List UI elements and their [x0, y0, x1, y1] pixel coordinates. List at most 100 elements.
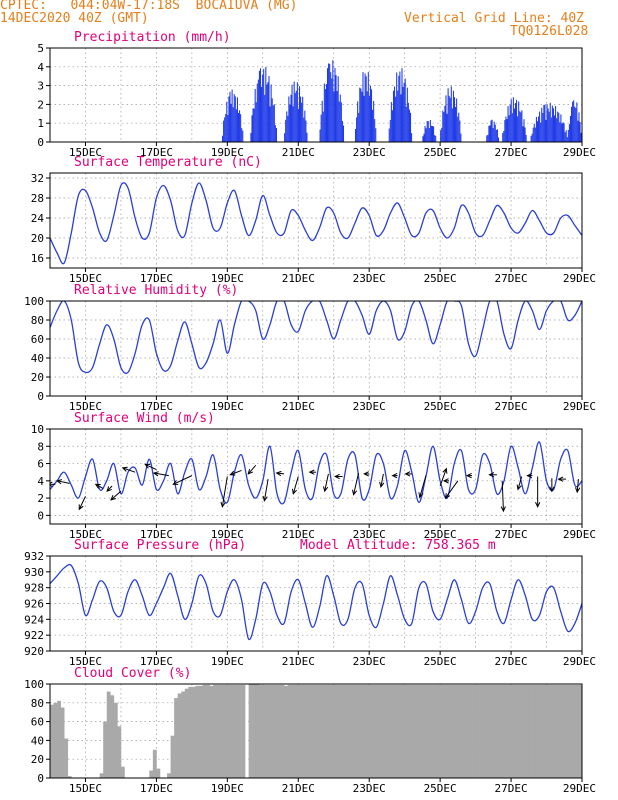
- precip-bar: [323, 83, 325, 142]
- wind-arrow-head: [535, 502, 541, 508]
- precip-bar: [362, 72, 364, 142]
- precip-bar: [563, 123, 565, 142]
- cloud-bar: [326, 684, 331, 778]
- wind-arrow-shaft: [292, 476, 299, 494]
- cloud-bar: [472, 684, 476, 778]
- precip-bar: [487, 134, 489, 142]
- x-tick-label: 27DEC: [495, 272, 528, 285]
- y-tick-label: 60: [31, 333, 44, 346]
- cloud-bar: [167, 773, 171, 778]
- cloud-bar: [255, 684, 260, 778]
- precip-bar: [440, 130, 442, 142]
- precip-bar: [293, 81, 295, 142]
- cloud-bar: [241, 684, 246, 778]
- precip-bar: [355, 129, 357, 142]
- precip-bar: [550, 117, 552, 142]
- wind-arrow: [442, 478, 449, 484]
- cloud-bar: [418, 684, 423, 778]
- x-tick-label: 17DEC: [140, 146, 173, 159]
- precip-bar: [360, 88, 362, 142]
- precip-bar: [321, 100, 323, 142]
- precip-bar: [230, 103, 232, 142]
- precip-bar: [504, 120, 506, 142]
- wind-arrow: [535, 476, 541, 508]
- cloud-bar: [174, 698, 178, 778]
- precip-bar: [239, 110, 241, 142]
- precip-bar: [535, 116, 537, 142]
- precip-bar: [540, 122, 542, 142]
- temperature-series-line: [50, 182, 582, 265]
- precip-bar: [229, 91, 231, 142]
- wind-arrow: [391, 473, 398, 479]
- cloud-bar: [489, 684, 494, 778]
- wind-arrow-shaft: [230, 469, 242, 476]
- cloud-bar: [422, 684, 427, 778]
- precip-bar: [404, 78, 406, 142]
- y-tick-label: 40: [31, 734, 44, 747]
- temperature-frame: [49, 172, 583, 269]
- wind-arrow: [106, 485, 113, 493]
- precip-bar: [326, 68, 329, 142]
- wind-arrow-head: [94, 483, 101, 489]
- precip-bar: [240, 114, 242, 142]
- cloud-bar: [213, 684, 217, 778]
- wind-data: [50, 441, 582, 513]
- precip-bar: [365, 76, 367, 142]
- wind-arrow: [549, 478, 555, 493]
- precip-bar: [409, 112, 412, 142]
- wind-arrow: [275, 470, 285, 477]
- y-tick-label: 80: [31, 697, 44, 710]
- precip-bar: [557, 111, 559, 142]
- precip-bar: [268, 76, 270, 142]
- cloud-bar: [206, 684, 210, 778]
- precip-bar: [514, 103, 517, 142]
- wind-arrow-shaft: [353, 472, 360, 495]
- cloud-data: [50, 684, 582, 778]
- y-tick-label: 20: [31, 371, 44, 384]
- precip-bar: [443, 111, 445, 142]
- precip-bar: [337, 76, 339, 142]
- precip-bar: [272, 105, 274, 142]
- precip-bar: [488, 125, 490, 142]
- cloud-bar: [521, 684, 526, 778]
- cloud-bar: [188, 686, 193, 778]
- precip-bar: [334, 67, 336, 142]
- precip-bar: [434, 135, 436, 142]
- cloud-bar: [401, 684, 405, 778]
- wind-arrow-head: [291, 488, 298, 495]
- precip-bar: [513, 108, 515, 142]
- cloud-bar: [99, 773, 104, 778]
- cloud-bar: [259, 684, 264, 778]
- precip-bar: [423, 133, 425, 142]
- temperature-grid: [50, 173, 582, 268]
- cloud-bar: [230, 684, 235, 778]
- cloud-bar: [191, 686, 196, 778]
- precip-bar: [372, 109, 374, 142]
- y-tick-label: 924: [24, 613, 44, 626]
- cloud-bar: [475, 684, 480, 778]
- x-tick-label: 15DEC: [69, 272, 102, 285]
- precip-bar: [294, 92, 296, 142]
- x-tick-label: 29DEC: [563, 146, 596, 159]
- wind-arrow: [351, 472, 360, 496]
- cloud-bar: [415, 684, 420, 778]
- x-tick-label: 21DEC: [282, 272, 315, 285]
- precip-bar: [251, 115, 253, 142]
- precip-bar: [273, 104, 275, 142]
- precip-bar: [288, 96, 290, 142]
- cloud-bar: [358, 684, 363, 778]
- wind-arrow-head: [229, 470, 236, 476]
- y-tick-label: 16: [31, 252, 44, 265]
- header-run-date: 14DEC2020 40Z (GMT): [0, 11, 149, 26]
- x-tick-label: 29DEC: [563, 528, 596, 541]
- precip-bar: [297, 108, 299, 142]
- cloud-bar: [312, 684, 317, 778]
- precip-bar: [226, 101, 228, 142]
- x-tick-label: 19DEC: [211, 272, 244, 285]
- cloud-bar: [365, 684, 370, 778]
- precip-bar: [290, 94, 292, 142]
- wind-arrow-shaft: [247, 464, 257, 475]
- cloud-bar: [156, 768, 161, 778]
- precip-bar: [559, 122, 561, 142]
- cloud-bar: [578, 684, 582, 778]
